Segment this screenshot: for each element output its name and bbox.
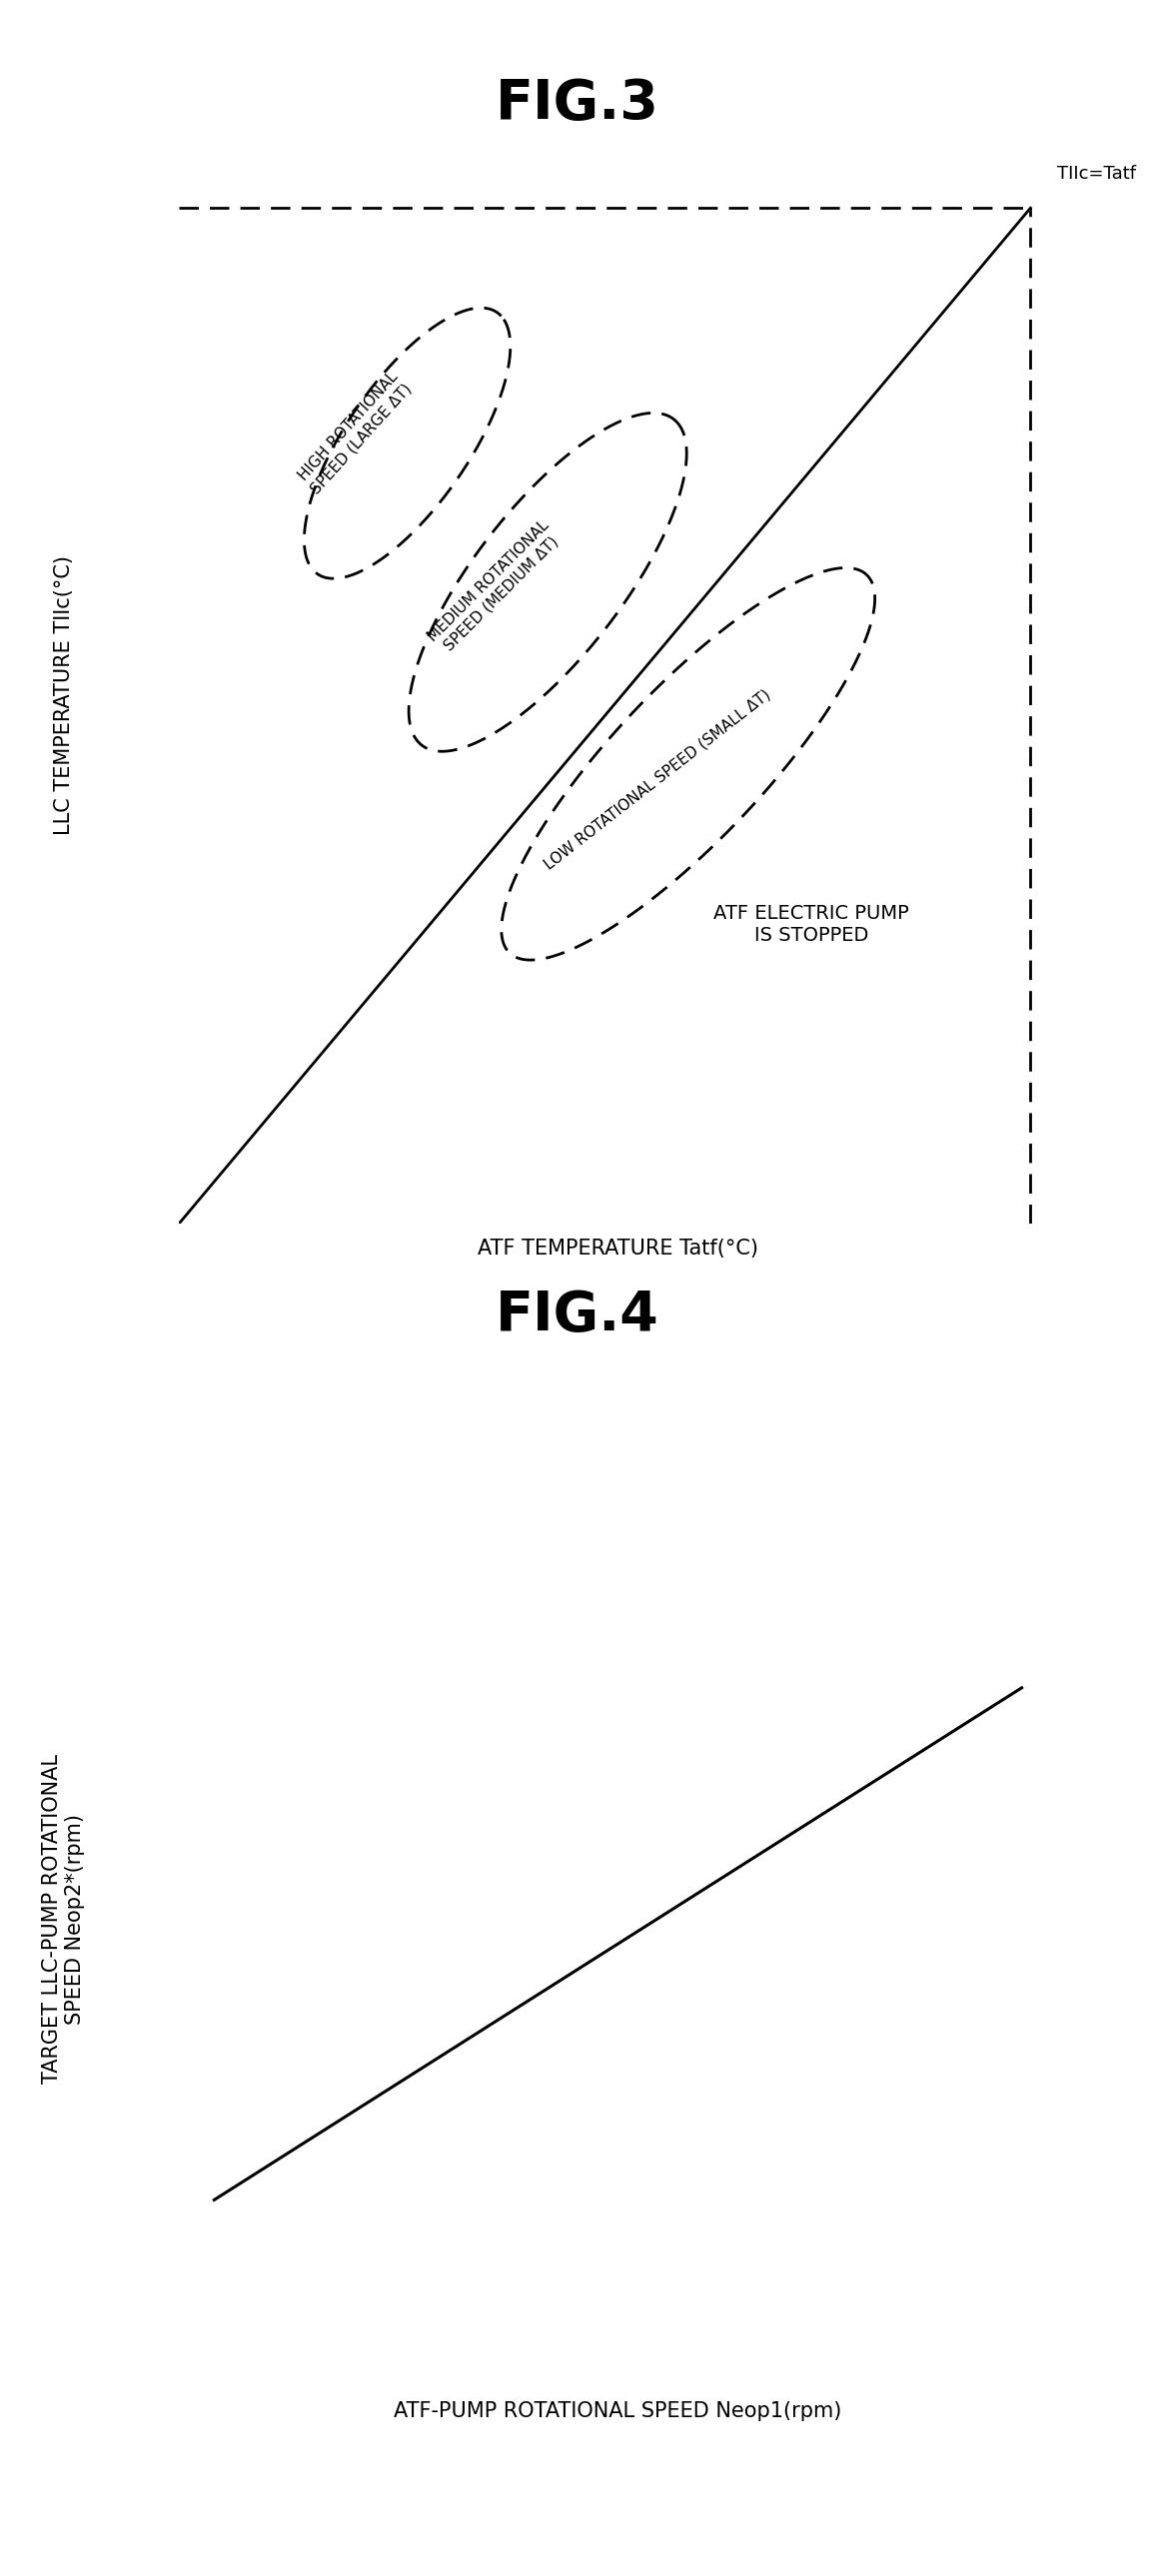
Text: FIG.4: FIG.4 (495, 1288, 660, 1342)
Text: HIGH ROTATIONAL
SPEED (LARGE ΔT): HIGH ROTATIONAL SPEED (LARGE ΔT) (295, 368, 415, 497)
Text: MEDIUM ROTATIONAL
SPEED (MEDIUM ΔT): MEDIUM ROTATIONAL SPEED (MEDIUM ΔT) (425, 518, 565, 657)
Text: ATF-PUMP ROTATIONAL SPEED Neop1(rpm): ATF-PUMP ROTATIONAL SPEED Neop1(rpm) (394, 2401, 842, 2421)
Text: FIG.3: FIG.3 (495, 77, 660, 131)
Text: LOW ROTATIONAL SPEED (SMALL ΔT): LOW ROTATIONAL SPEED (SMALL ΔT) (542, 688, 774, 873)
Text: LLC TEMPERATURE TIIc(°C): LLC TEMPERATURE TIIc(°C) (53, 556, 74, 835)
Text: TARGET LLC-PUMP ROTATIONAL
SPEED Neop2*(rpm): TARGET LLC-PUMP ROTATIONAL SPEED Neop2*(… (42, 1754, 85, 2084)
Text: ATF TEMPERATURE Tatf(°C): ATF TEMPERATURE Tatf(°C) (477, 1239, 759, 1260)
Text: ATF ELECTRIC PUMP
IS STOPPED: ATF ELECTRIC PUMP IS STOPPED (714, 904, 909, 945)
Text: TIIc=Tatf: TIIc=Tatf (1057, 165, 1135, 183)
